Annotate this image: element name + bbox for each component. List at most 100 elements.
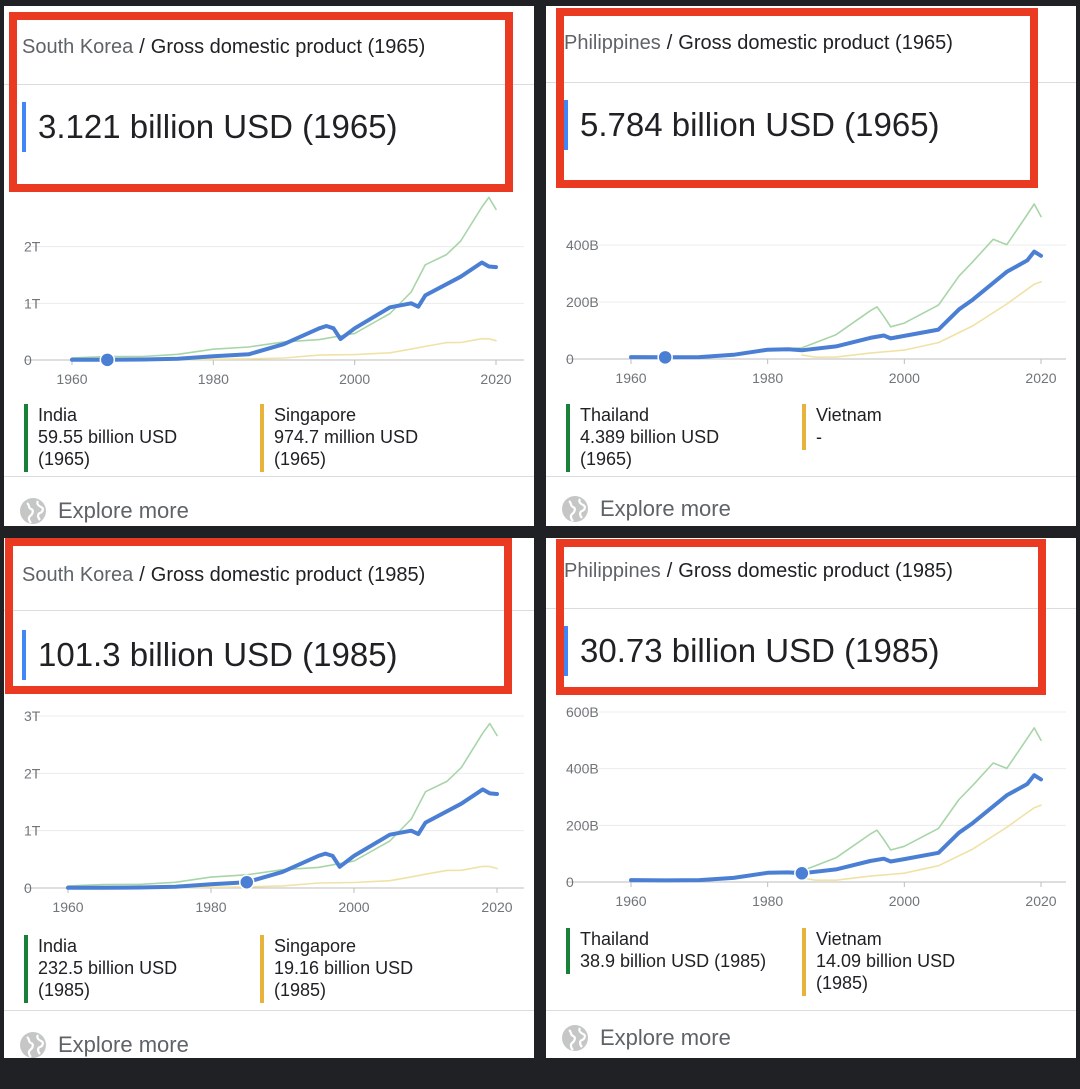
x-tick-label: 1980 [195, 899, 226, 915]
x-tick-label: 2020 [1025, 370, 1056, 386]
gdp-line-chart[interactable]: 0 1T 2T 3T 1960 1980 2000 2020 [4, 700, 534, 920]
explore-more-label: Explore more [600, 1025, 731, 1050]
red-highlight-frame [9, 12, 513, 192]
series-line-south-korea [70, 260, 498, 362]
legend-name: Thailand [580, 405, 650, 425]
legend-text: Thailand 4.389 billion USD (1965) [580, 404, 719, 472]
legend-value: (1965) [580, 449, 633, 469]
breadcrumb-metric: Gross domestic product (1985) [678, 560, 953, 582]
x-tick-label: 1960 [52, 899, 83, 915]
footer-divider [546, 476, 1076, 477]
y-tick-label: 0 [24, 352, 32, 368]
value-row: 101.3 billion USD (1985) [22, 630, 398, 680]
value-accent-bar [564, 626, 568, 676]
legend-item-vietnam[interactable]: Vietnam 14.09 billion USD (1985) [802, 928, 955, 996]
legend-color-bar [24, 404, 28, 472]
legend-item-vietnam[interactable]: Vietnam - [802, 404, 882, 450]
legend-item-singapore[interactable]: Singapore 974.7 million USD (1965) [260, 404, 418, 472]
x-tick-label: 1960 [615, 370, 646, 386]
legend-value: (1985) [274, 980, 327, 1000]
globe-icon [20, 1032, 46, 1058]
explore-more-link[interactable]: Explore more [18, 496, 189, 526]
y-tick-label: 2T [24, 765, 41, 781]
breadcrumb-country[interactable]: South Korea [22, 36, 134, 58]
legend-value: 974.7 million USD [274, 427, 419, 447]
legend-color-bar [566, 404, 570, 472]
legend-item-thailand[interactable]: Thailand 38.9 billion USD (1985) [566, 928, 766, 974]
explore-more-link[interactable]: Explore more [560, 494, 731, 524]
series-line-philippines [629, 249, 1043, 360]
legend-value: 14.09 billion USD [816, 951, 956, 971]
x-tick-label: 2020 [481, 899, 512, 915]
red-highlight-frame [556, 8, 1038, 188]
series-line-south-korea [66, 787, 499, 890]
x-tick-label: 2020 [1025, 893, 1056, 909]
legend-text: Singapore 19.16 billion USD (1985) [274, 935, 413, 1003]
series-line-thailand [630, 727, 1042, 882]
highlight-point[interactable] [239, 874, 255, 890]
chart-panel-4: Philippines / Gross domestic product (1985… [546, 538, 1076, 1058]
globe-icon [20, 498, 46, 524]
explore-more-label: Explore more [58, 1032, 189, 1057]
legend-color-bar [802, 928, 806, 996]
legend-text: Vietnam - [816, 404, 882, 450]
legend-value: (1985) [816, 973, 869, 993]
y-tick-label: 1T [24, 295, 41, 311]
explore-more-link[interactable]: Explore more [18, 1030, 189, 1058]
breadcrumb-country[interactable]: Philippines [564, 32, 661, 54]
value-text: 30.73 billion USD (1985) [580, 632, 940, 669]
legend-name: India [38, 936, 78, 956]
legend-color-bar [802, 404, 806, 450]
breadcrumb-country[interactable]: Philippines [564, 560, 661, 582]
legend-name: India [38, 405, 78, 425]
breadcrumb-separator: / [139, 564, 145, 586]
legend-item-singapore[interactable]: Singapore 19.16 billion USD (1985) [260, 935, 413, 1003]
breadcrumb: South Korea / Gross domestic product (1985… [22, 564, 425, 587]
x-tick-label: 2000 [889, 370, 920, 386]
globe-icon [562, 496, 588, 522]
gdp-line-chart[interactable]: 0 200B 400B 1960 1980 2000 2020 [546, 176, 1076, 396]
chart-panel-2: Philippines / Gross domestic product (1965… [546, 6, 1076, 526]
legend-item-india[interactable]: India 232.5 billion USD (1985) [24, 935, 177, 1003]
legend-value: 4.389 billion USD [580, 427, 720, 447]
header-divider [4, 84, 534, 85]
x-tick-label: 2000 [339, 371, 370, 387]
breadcrumb: Philippines / Gross domestic product (1985… [564, 560, 953, 583]
breadcrumb-metric: Gross domestic product (1965) [150, 36, 426, 58]
chart-panel-1: South Korea / Gross domestic product (1965… [4, 6, 534, 526]
legend-color-bar [24, 935, 28, 1003]
globe-icon [562, 1025, 588, 1051]
highlight-point[interactable] [99, 352, 116, 368]
value-text: 3.121 billion USD (1965) [38, 108, 398, 145]
breadcrumb-metric: Gross domestic product (1985) [150, 564, 426, 586]
legend-item-thailand[interactable]: Thailand 4.389 billion USD (1965) [566, 404, 719, 472]
legend-color-bar [566, 928, 570, 974]
x-tick-label: 2000 [338, 899, 369, 915]
legend-text: India 59.55 billion USD (1965) [38, 404, 177, 472]
y-tick-label: 1T [24, 823, 41, 839]
footer-divider [4, 1010, 534, 1011]
y-tick-label: 400B [566, 761, 599, 777]
x-tick-label: 2020 [480, 371, 511, 387]
footer-divider [4, 476, 534, 477]
legend-item-india[interactable]: India 59.55 billion USD (1965) [24, 404, 177, 472]
x-tick-label: 1960 [615, 893, 646, 909]
breadcrumb-country[interactable]: South Korea [22, 564, 134, 586]
legend-name: Singapore [274, 405, 357, 425]
highlight-point[interactable] [657, 349, 673, 366]
gdp-line-chart[interactable]: 0 200B 400B 600B 1960 1980 2000 2020 [546, 700, 1076, 920]
series-line-india [67, 722, 498, 887]
y-tick-label: 3T [24, 708, 41, 724]
explore-more-link[interactable]: Explore more [560, 1023, 731, 1053]
legend-name: Vietnam [816, 929, 882, 949]
legend-value: (1985) [38, 980, 91, 1000]
y-tick-label: 0 [566, 351, 574, 367]
breadcrumb: Philippines / Gross domestic product (1965… [564, 32, 953, 55]
gdp-line-chart[interactable]: 0 1T 2T 1960 1980 2000 2020 [4, 176, 534, 396]
y-tick-label: 400B [566, 237, 599, 253]
legend-value: 19.16 billion USD [274, 958, 414, 978]
y-tick-label: 600B [566, 704, 599, 720]
y-tick-label: 0 [24, 880, 32, 896]
legend-text: Vietnam 14.09 billion USD (1985) [816, 928, 955, 996]
highlight-point[interactable] [794, 865, 810, 882]
